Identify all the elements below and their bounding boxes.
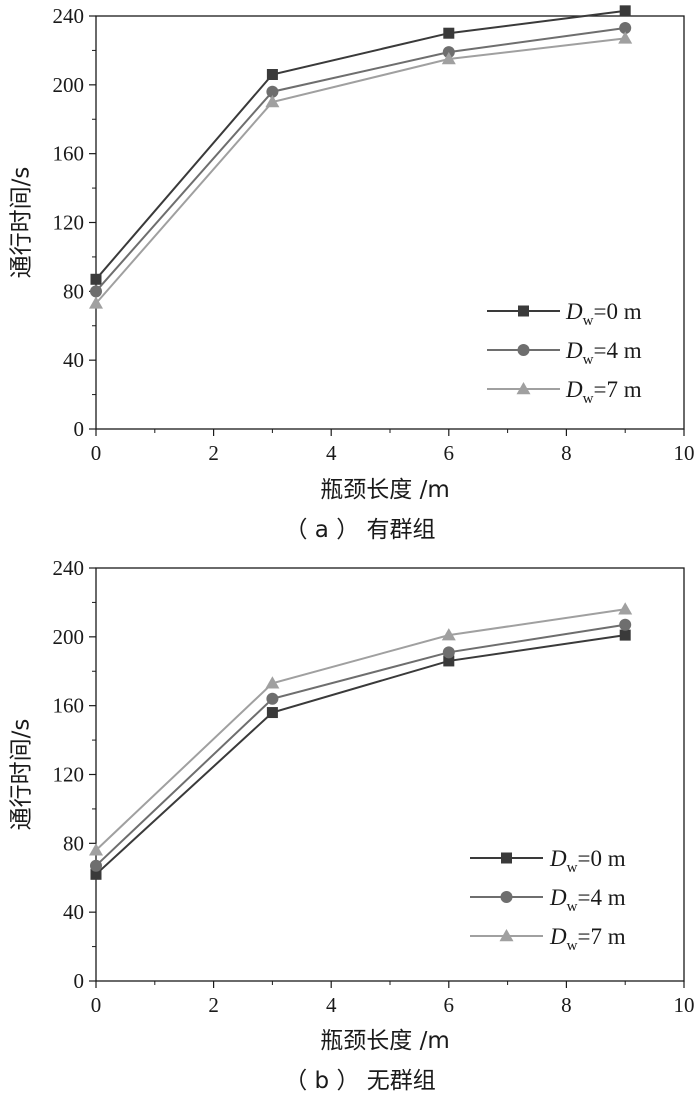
series-D_w=0 m <box>90 629 631 880</box>
series-D_w=4 m <box>90 618 632 872</box>
legend-item: Dw=7 m <box>487 377 642 407</box>
x-tick-label: 2 <box>208 993 219 1017</box>
data-point <box>266 692 279 705</box>
data-point <box>89 296 103 309</box>
legend-marker <box>501 852 512 864</box>
x-tick-label: 4 <box>326 441 337 465</box>
y-tick-label: 160 <box>53 142 85 166</box>
panel-caption: （ a ） 有群组 <box>284 517 435 543</box>
data-point <box>89 843 103 856</box>
y-tick-label: 40 <box>63 348 84 372</box>
y-axis-title: 通行时间/s <box>9 719 35 831</box>
legend-label: Dw=7 m <box>549 924 626 954</box>
data-point <box>90 868 102 880</box>
legend-label: Dw=0 m <box>565 299 642 329</box>
y-tick-label: 200 <box>53 625 85 649</box>
legend: Dw=0 m Dw=4 m Dw=7 m <box>470 846 626 954</box>
y-tick-label: 240 <box>53 556 85 580</box>
legend: Dw=0 m Dw=4 m Dw=7 m <box>487 299 642 407</box>
data-point <box>441 52 456 65</box>
legend-label: Dw=4 m <box>565 338 642 368</box>
data-point <box>619 618 632 631</box>
y-tick-label: 200 <box>53 73 85 97</box>
series-line <box>95 9 626 280</box>
legend-item: Dw=0 m <box>487 299 642 329</box>
data-point <box>266 707 278 719</box>
data-point <box>618 31 633 44</box>
data-point <box>443 27 455 39</box>
y-tick-label: 160 <box>53 694 85 718</box>
data-point <box>266 69 278 81</box>
series-line <box>95 37 626 305</box>
series-D_w=0 m <box>90 5 631 285</box>
legend-marker <box>518 305 529 317</box>
legend-marker <box>516 382 531 395</box>
legend-marker <box>499 929 514 942</box>
data-point <box>443 655 455 667</box>
y-axis-title: 通行时间/s <box>9 167 35 279</box>
x-tick-label: 8 <box>561 441 572 465</box>
data-point <box>266 85 279 98</box>
series-D_w=4 m <box>90 22 632 298</box>
chart-panel-a: 0 2 4 6 8 10 0 40 80 120 160 200 240 瓶颈长度 /m 通行时间/s （ a… <box>9 4 695 543</box>
legend-item: Dw=7 m <box>470 924 626 954</box>
x-tick-label: 2 <box>208 441 219 465</box>
series-line <box>95 634 626 876</box>
series-D_w=7 m <box>89 602 633 856</box>
legend-item: Dw=0 m <box>470 846 626 876</box>
y-tick-label: 120 <box>53 763 85 787</box>
series-D_w=7 m <box>89 31 633 309</box>
x-tick-label: 10 <box>674 993 695 1017</box>
data-point <box>442 646 455 659</box>
data-point <box>618 602 633 615</box>
x-tick-label: 6 <box>444 441 455 465</box>
data-point <box>441 628 456 641</box>
legend-label: Dw=7 m <box>565 377 642 407</box>
legend-item: Dw=4 m <box>470 885 626 915</box>
data-point <box>90 859 102 872</box>
legend-item: Dw=4 m <box>487 338 642 368</box>
x-tick-label: 0 <box>91 441 102 465</box>
chart-panel-b: 0 2 4 6 8 10 0 40 80 120 160 200 240 瓶颈长度 /m 通行时间/s （ b… <box>9 556 695 1094</box>
data-point <box>619 22 632 35</box>
x-tick-label: 4 <box>326 993 337 1017</box>
panel-caption: （ b ） 无群组 <box>284 1068 436 1094</box>
x-tick-label: 6 <box>444 993 455 1017</box>
data-point <box>265 676 280 689</box>
series-line <box>95 608 626 851</box>
legend-marker <box>500 891 513 903</box>
series-line <box>95 623 626 867</box>
x-axis-title: 瓶颈长度 /m <box>320 1028 449 1054</box>
plot-frame <box>95 15 685 430</box>
x-tick-label: 0 <box>91 993 102 1017</box>
x-axis-title: 瓶颈长度 /m <box>320 477 449 503</box>
legend-marker <box>517 344 530 356</box>
legend-label: Dw=4 m <box>549 885 626 915</box>
legend-label: Dw=0 m <box>549 846 626 876</box>
y-tick-label: 0 <box>74 417 85 441</box>
y-tick-label: 0 <box>74 969 85 993</box>
x-tick-label: 8 <box>561 993 572 1017</box>
data-point <box>619 5 631 17</box>
y-tick-label: 40 <box>63 900 84 924</box>
series-line <box>95 27 626 292</box>
y-tick-label: 240 <box>53 4 85 28</box>
data-point <box>619 629 631 641</box>
x-tick-label: 10 <box>674 441 695 465</box>
y-tick-label: 120 <box>53 211 85 235</box>
data-point <box>90 285 102 298</box>
data-point <box>90 273 102 285</box>
y-tick-label: 80 <box>63 831 84 855</box>
y-tick-label: 80 <box>63 279 84 303</box>
data-point <box>265 95 280 108</box>
